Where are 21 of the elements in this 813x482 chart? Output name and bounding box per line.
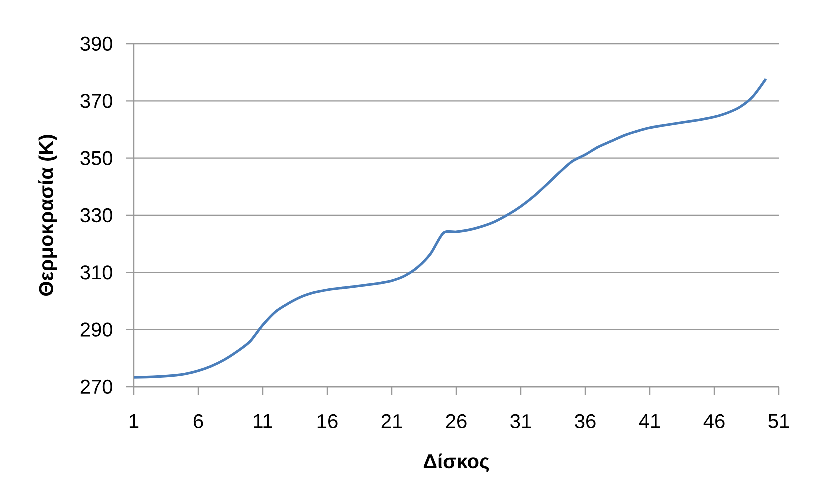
x-tick-label: 41 — [639, 414, 660, 428]
y-tick-label: 330 — [80, 208, 112, 223]
x-tick-label: 21 — [382, 414, 402, 428]
y-axis-title: Θερμοκρασία (K) — [38, 135, 58, 296]
y-tick-label: 370 — [80, 94, 112, 108]
x-tick-label: 31 — [510, 414, 532, 429]
x-tick-label: 26 — [446, 414, 467, 429]
x-tick-label: 11 — [254, 414, 272, 428]
x-tick-label: 46 — [704, 414, 725, 429]
x-tick-label: 6 — [194, 414, 204, 429]
y-tick-label: 390 — [80, 36, 112, 52]
x-tick-label: 16 — [318, 414, 338, 429]
y-tick-label: 290 — [80, 322, 112, 337]
x-axis-title: Δίσκος — [424, 454, 490, 472]
x-tick-label: 1 — [130, 414, 139, 428]
y-tick-label: 310 — [80, 266, 112, 280]
line-series — [134, 78, 768, 379]
x-tick-label: 36 — [575, 414, 596, 429]
y-tick-label: 270 — [80, 380, 112, 394]
x-tick-label: 51 — [768, 414, 790, 428]
y-tick-label: 350 — [80, 151, 112, 166]
